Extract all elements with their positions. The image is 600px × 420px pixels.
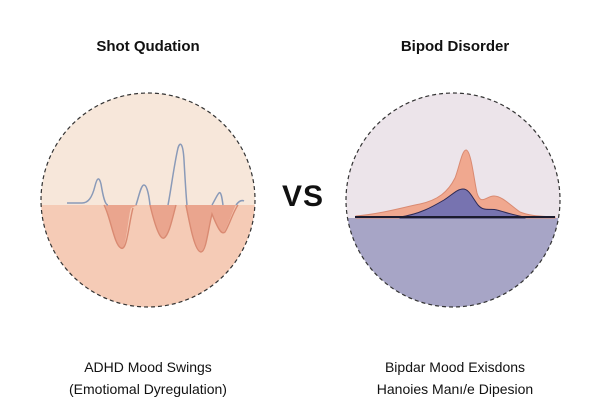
bipolar-peak-purple — [399, 188, 526, 219]
bipolar-peak-orange — [355, 149, 556, 219]
adhd-circle — [40, 92, 256, 308]
adhd-wave-lower-line — [103, 204, 239, 253]
right-caption-line2: Hanoies Manı/e Dipesion — [376, 381, 534, 397]
adhd-wave-upper-line — [67, 143, 245, 206]
left-caption-line1: ADHD Mood Swings — [84, 359, 212, 375]
bipolar-circle — [345, 92, 561, 308]
left-caption: ADHD Mood Swings (Emotiomal Dyregulation… — [18, 356, 278, 400]
right-caption-line1: Bipdar Mood Exisdons — [384, 359, 526, 375]
right-lower-region — [346, 218, 560, 307]
adhd-wave-fill — [105, 205, 236, 253]
adhd-circle-outline — [40, 92, 256, 308]
left-caption-line2: (Emotiomal Dyregulation) — [69, 381, 227, 397]
left-upper-region — [41, 93, 255, 205]
vs-label: VS — [281, 180, 325, 213]
left-title: Shot Qudation — [96, 38, 200, 55]
right-title: Bipod Disorder — [400, 38, 510, 55]
bipolar-circle-outline — [345, 92, 561, 308]
right-caption: Bipdar Mood Exisdons Hanoies Manı/e Dipe… — [325, 356, 585, 400]
